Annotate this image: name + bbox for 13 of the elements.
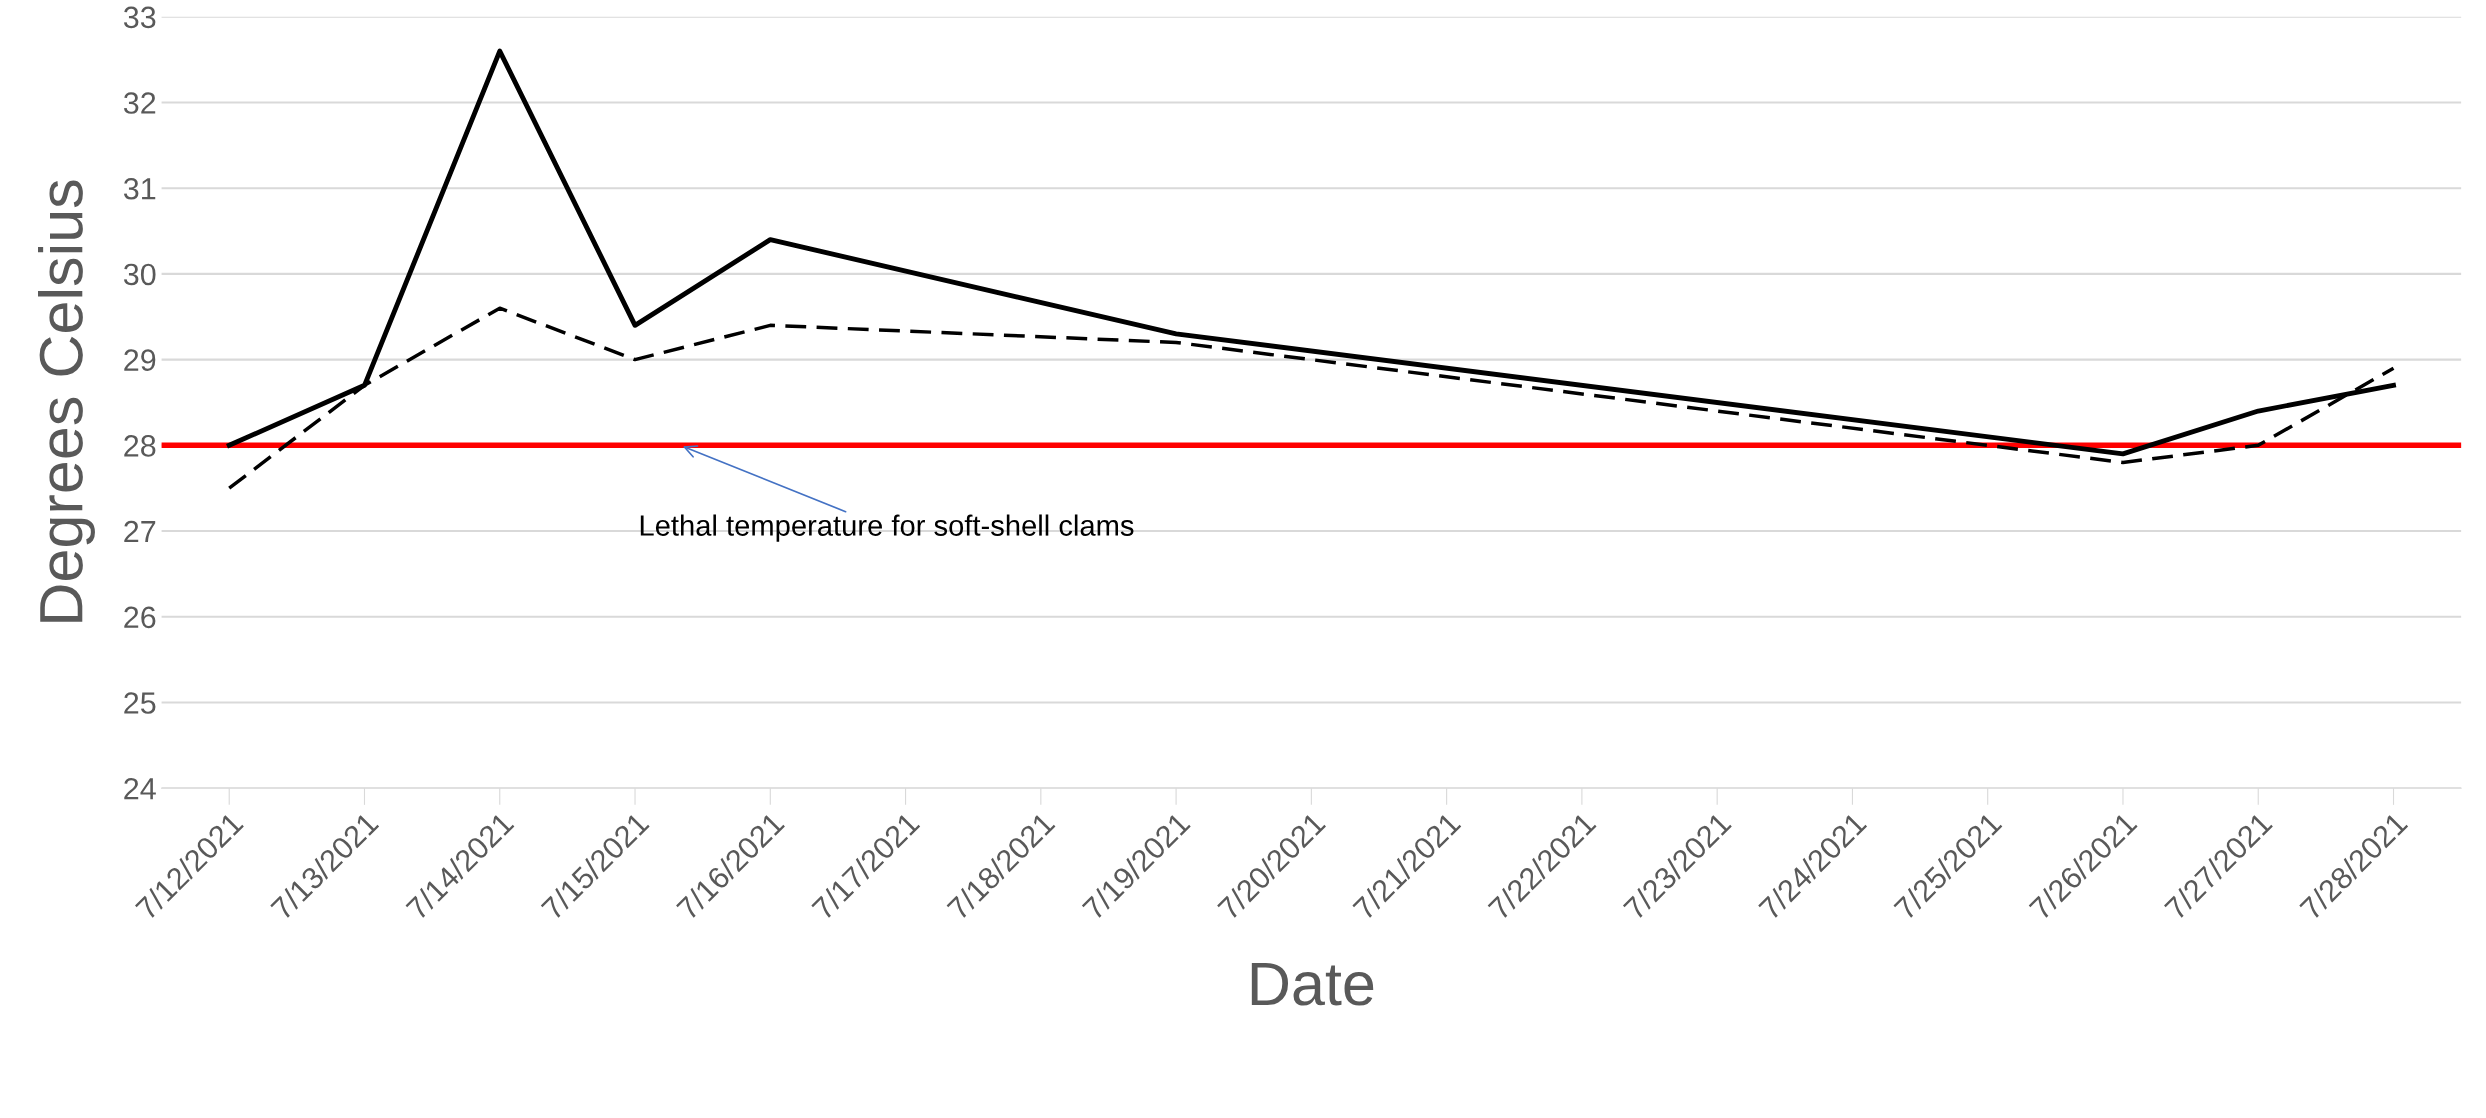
- annotation: Lethal temperature for soft-shell clams: [640, 514, 1134, 542]
- y-tick-label: 25: [124, 692, 156, 714]
- y-tick-label: 30: [123, 263, 156, 286]
- y-tick-label: 24: [124, 777, 156, 800]
- y-tick-label: 33: [123, 6, 156, 29]
- y-tick-label: 27: [124, 520, 156, 543]
- y-tick-label: 26: [124, 606, 156, 629]
- y-tick-label: 31: [123, 177, 156, 200]
- y-tick-label: 29: [124, 349, 156, 371]
- y-tick-label: 32: [123, 92, 156, 114]
- y-axis-title: Degrees Celsius: [38, 180, 95, 622]
- y-tick-label: 28: [124, 435, 156, 457]
- x-axis-title: Date: [1251, 962, 1374, 1006]
